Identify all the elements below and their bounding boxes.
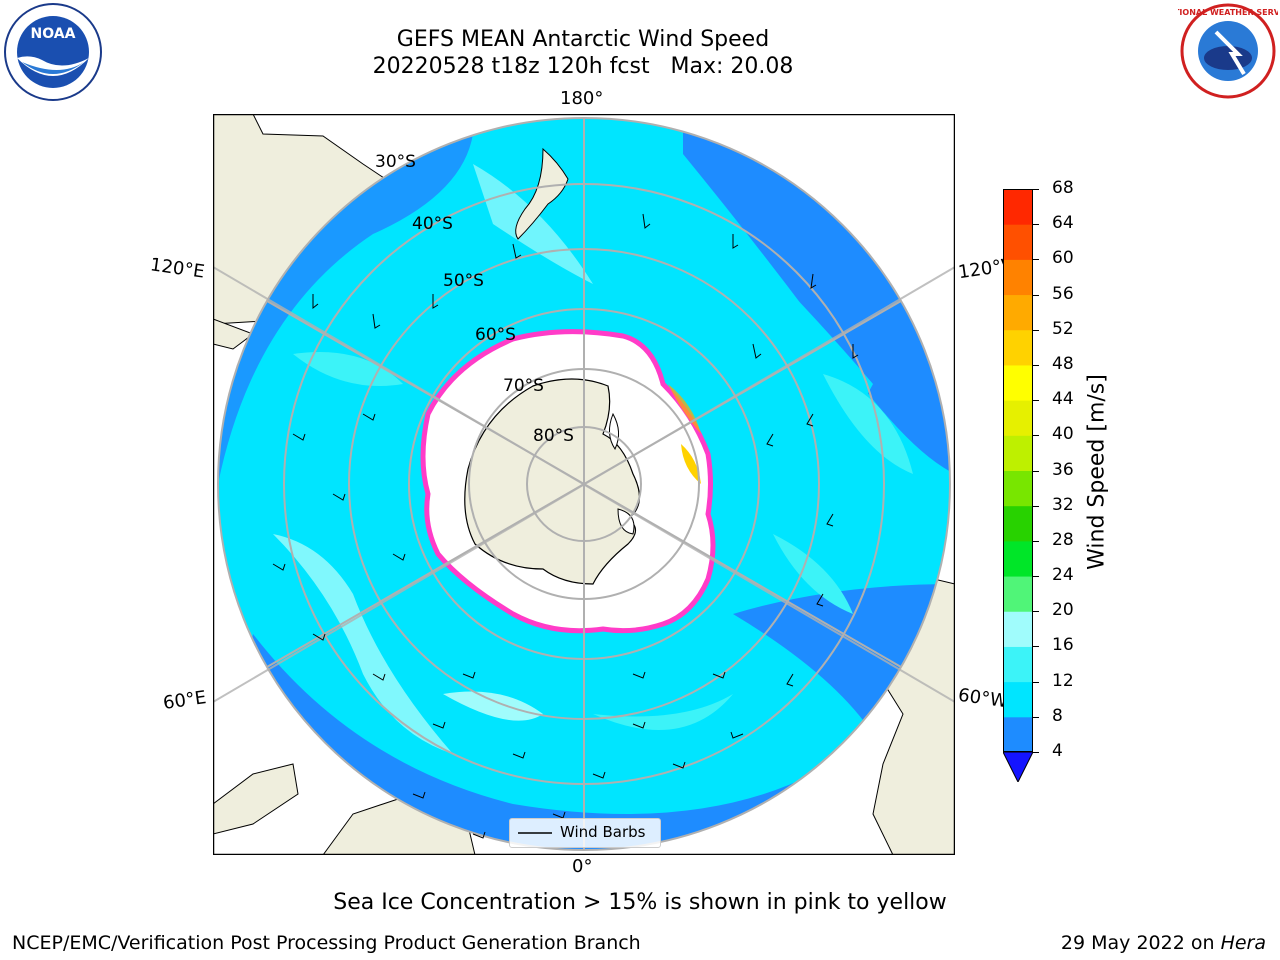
lon-label-lower-right: 60°W <box>956 684 1009 713</box>
new-zealand-land <box>515 147 569 240</box>
lat-label-30: 30°S <box>375 152 416 172</box>
colorbar-swatch <box>1003 189 1033 225</box>
colorbar-swatch <box>1003 470 1033 507</box>
sea-ice-caption: Sea Ice Concentration > 15% is shown in … <box>333 890 947 915</box>
colorbar-swatches <box>1002 189 1034 784</box>
colorbar-tick-mark <box>1033 189 1039 190</box>
colorbar-swatch <box>1003 259 1033 296</box>
colorbar-tick-mark <box>1033 646 1039 648</box>
colorbar-frame <box>1003 189 1033 752</box>
footer-branch: NCEP/EMC/Verification Post Processing Pr… <box>12 932 641 954</box>
lon-label-bottom: 0° <box>572 856 593 877</box>
colorbar-swatch <box>1003 716 1033 753</box>
colorbar-tick-mark <box>1033 259 1039 261</box>
colorbar-tick-label: 4 <box>1052 741 1063 761</box>
colorbar-swatch <box>1003 400 1033 436</box>
colorbar-tick-label: 36 <box>1052 459 1074 480</box>
colorbar-swatch <box>1003 435 1033 471</box>
lat-label-70: 70°S <box>503 376 544 396</box>
colorbar-label: Wind Speed [m/s] <box>1084 374 1110 570</box>
colorbar-tick-label: 68 <box>1052 178 1074 198</box>
colorbar-tick-mark <box>1033 611 1039 613</box>
colorbar-tick-label: 8 <box>1052 705 1063 726</box>
colorbar-tick-label: 48 <box>1052 353 1074 374</box>
colorbar-tick-label: 32 <box>1052 494 1074 515</box>
colorbar-swatch <box>1003 364 1033 401</box>
colorbar-tick-mark <box>1033 435 1039 437</box>
colorbar-tick-label: 40 <box>1052 424 1074 445</box>
lat-label-50: 50°S <box>443 271 484 291</box>
colorbar-tick-label: 12 <box>1052 670 1074 691</box>
noaa-logo: NOAA <box>4 3 102 101</box>
colorbar-swatch <box>1003 611 1033 647</box>
colorbar-tick-mark <box>1033 576 1039 578</box>
colorbar-tick-mark <box>1033 294 1039 296</box>
colorbar-swatch <box>1003 646 1033 683</box>
colorbar-tick-label: 56 <box>1052 283 1074 304</box>
line-icon <box>518 832 552 834</box>
madagascar-land <box>213 763 299 835</box>
lon-label-lower-left: 60°E <box>161 687 208 714</box>
colorbar-tick-label: 60 <box>1052 248 1074 269</box>
chart-title: GEFS MEAN Antarctic Wind Speed <box>396 27 770 52</box>
colorbar-swatch <box>1003 294 1033 331</box>
colorbar-tick-mark <box>1033 752 1039 753</box>
colorbar-tick-label: 16 <box>1052 635 1074 656</box>
colorbar-tick-mark <box>1033 716 1039 718</box>
wind-barbs <box>272 213 859 839</box>
colorbar-swatch <box>1003 576 1033 612</box>
colorbar-tick-mark <box>1033 470 1039 472</box>
lon-label-top: 180° <box>560 88 604 109</box>
colorbar-swatch <box>1003 329 1033 366</box>
map-legend: Wind Barbs <box>509 818 661 848</box>
colorbar-tick-mark <box>1033 681 1039 683</box>
footer-machine: Hera <box>1220 932 1266 954</box>
noaa-logo-text: NOAA <box>31 26 76 42</box>
colorbar-swatch <box>1003 224 1033 260</box>
lat-label-80: 80°S <box>533 426 574 446</box>
legend-label: Wind Barbs <box>560 823 646 841</box>
map-frame <box>213 114 955 855</box>
colorbar-tick-label: 64 <box>1052 213 1074 234</box>
nws-logo: NATIONAL WEATHER SERVICE <box>1178 3 1278 99</box>
colorbar-tick-mark <box>1033 329 1039 331</box>
graticule <box>213 117 955 851</box>
colorbar-tick-mark <box>1033 364 1039 366</box>
colorbar-tick-mark <box>1033 540 1039 542</box>
colorbar-tick-label: 44 <box>1052 389 1074 410</box>
colorbar-swatch <box>1003 540 1033 577</box>
colorbar <box>1002 189 1034 784</box>
map-panel: 30°S 40°S 50°S 60°S 70°S 80°S <box>213 114 955 855</box>
colorbar-tick-mark <box>1033 505 1039 507</box>
lat-label-40: 40°S <box>412 214 453 234</box>
colorbar-tick-label: 24 <box>1052 565 1074 586</box>
nws-logo-text: NATIONAL WEATHER SERVICE <box>1178 8 1278 17</box>
colorbar-swatch <box>1003 505 1033 542</box>
lat-label-60: 60°S <box>475 325 516 345</box>
lat-labels: 30°S 40°S 50°S 60°S 70°S 80°S <box>375 152 574 446</box>
chart-subtitle: 20220528 t18z 120h fcst Max: 20.08 <box>372 54 794 79</box>
colorbar-tick-label: 20 <box>1052 600 1074 621</box>
colorbar-swatch <box>1003 681 1033 718</box>
footer-date: 29 May 2022 on Hera <box>1061 932 1266 954</box>
colorbar-tick-mark <box>1033 224 1039 226</box>
colorbar-tick-label: 28 <box>1052 529 1074 550</box>
footer-date-text: 29 May 2022 on <box>1060 932 1221 954</box>
colorbar-under-arrow <box>1002 751 1034 784</box>
lon-label-upper-left: 120°E <box>148 254 206 283</box>
colorbar-tick-label: 52 <box>1052 318 1074 339</box>
colorbar-tick-mark <box>1033 400 1039 402</box>
land-fragment <box>213 318 255 350</box>
